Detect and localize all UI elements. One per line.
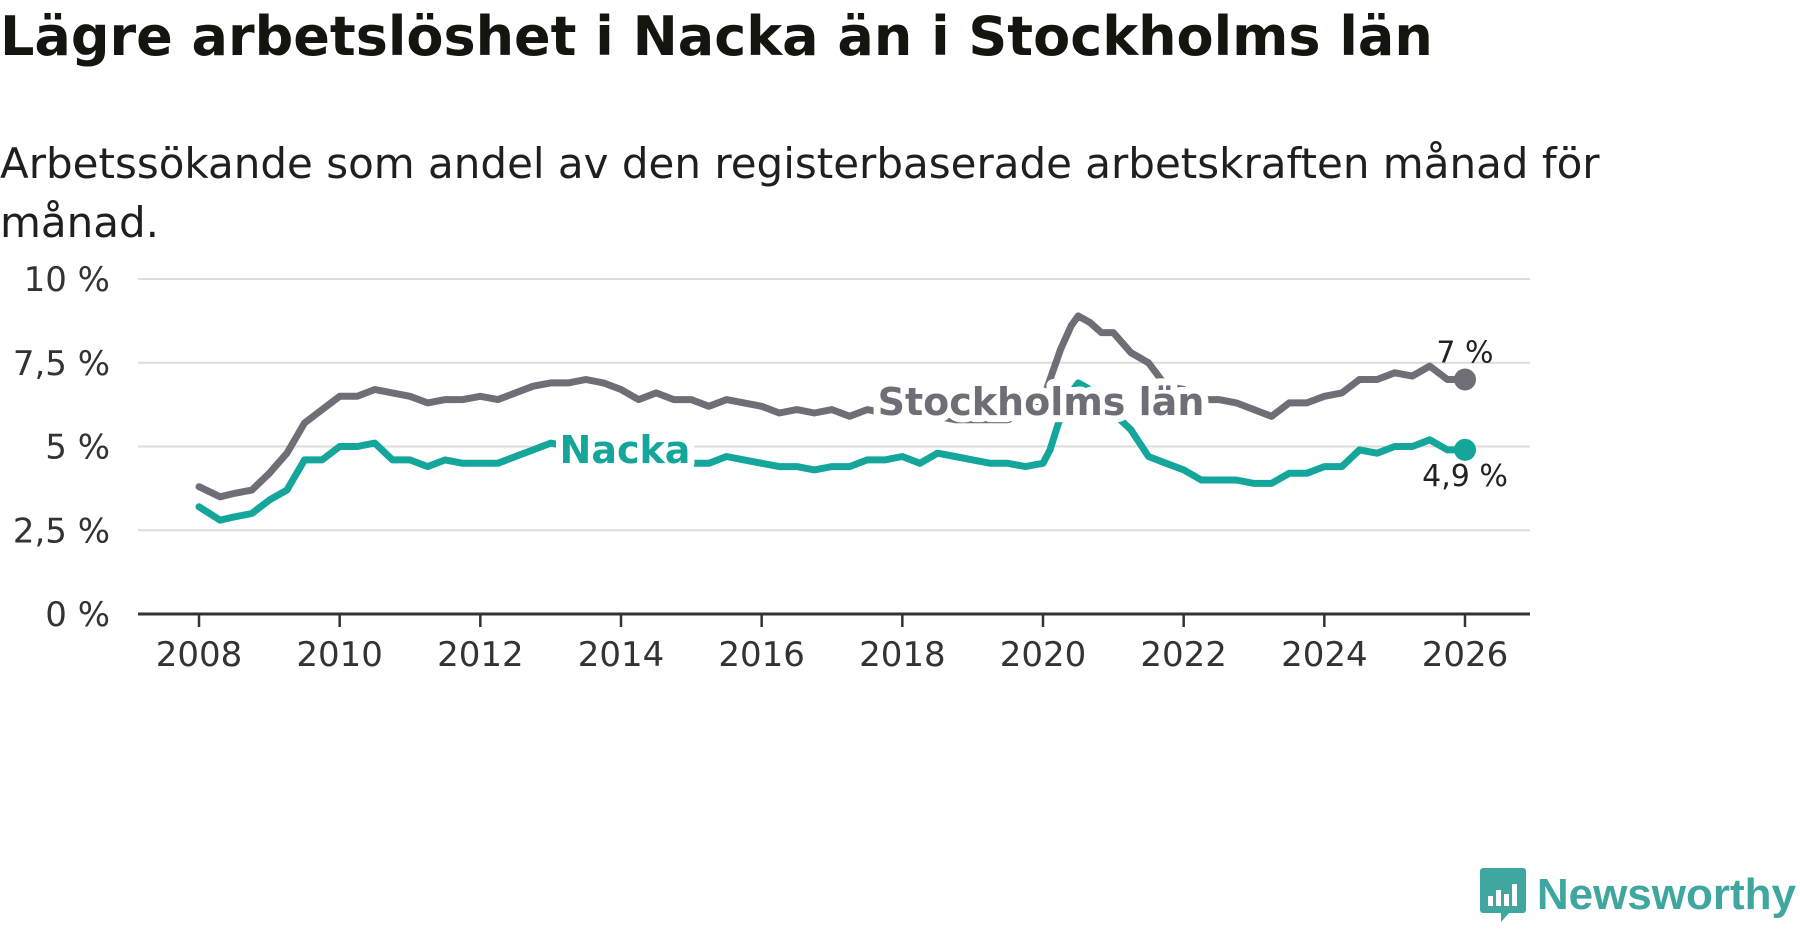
x-tick-label: 2018: [859, 635, 946, 675]
end-point-marker: [1454, 438, 1476, 461]
newsworthy-logo: Newsworthy: [1479, 866, 1796, 924]
end-point-marker: [1454, 368, 1476, 391]
series-label-stockholms-lan-halo: Stockholms län: [878, 380, 1205, 424]
chart-title: Lägre arbetslöshet i Nacka än i Stockhol…: [0, 5, 1433, 68]
y-tick-label: 5 %: [45, 428, 110, 468]
chart-subtitle: Arbetssökande som andel av den registerb…: [0, 139, 1600, 247]
series-line-stockholms-lan: [195, 312, 1469, 501]
series-label-stockholms-lan: Stockholms län: [878, 380, 1205, 424]
x-tick-label: 2010: [296, 635, 383, 675]
end-value-label: 4,9 %: [1422, 459, 1508, 494]
y-tick-label: 7,5 %: [13, 344, 110, 384]
x-tick-label: 2024: [1281, 635, 1368, 675]
series-label-nacka: Nacka: [560, 428, 691, 472]
x-tick-label: 2020: [1000, 635, 1087, 675]
x-tick-label: 2012: [437, 635, 524, 675]
series-label-nacka-halo: Nacka: [560, 428, 691, 472]
x-tick-label: 2026: [1422, 635, 1509, 675]
y-tick-label: 10 %: [24, 260, 110, 300]
y-axis: 0 % 2,5 % 5 % 7,5 % 10 %: [13, 260, 110, 635]
end-value-label: 7 %: [1436, 336, 1493, 371]
series-lines: [195, 312, 1476, 524]
brand-name: Newsworthy: [1536, 870, 1796, 919]
x-tick-label: 2016: [718, 635, 805, 675]
x-tick-label: 2014: [578, 635, 665, 675]
newsworthy-logo-icon: [1479, 868, 1526, 922]
x-axis: 2008 2010 2012 2014 2016 2018 2020 2022 2024 2026: [156, 614, 1509, 675]
series-line-nacka: [195, 379, 1469, 524]
x-tick-label: 2022: [1140, 635, 1227, 675]
y-tick-label: 2,5 %: [13, 511, 110, 551]
x-tick-label: 2008: [156, 635, 243, 675]
y-tick-label: 0 %: [45, 595, 110, 635]
